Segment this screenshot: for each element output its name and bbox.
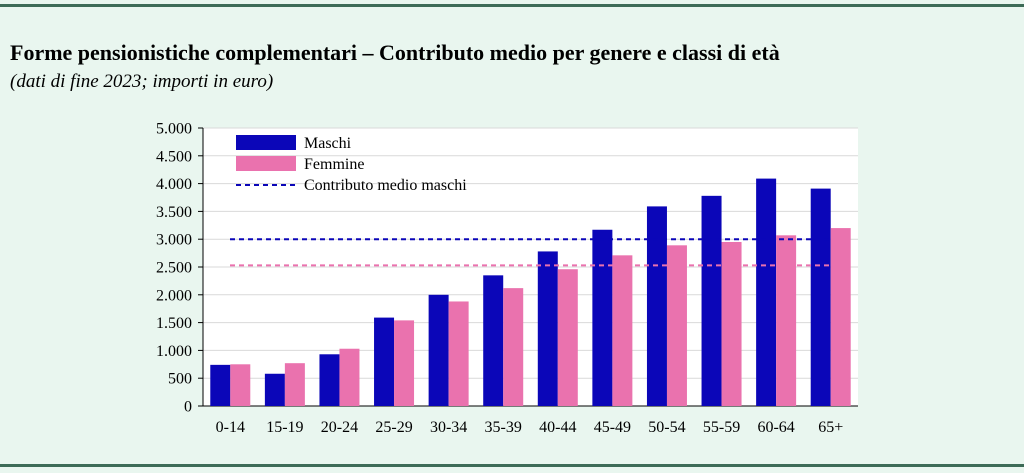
legend-swatch-femmine <box>236 156 296 171</box>
bar-maschi <box>701 195 722 406</box>
y-tick-label: 3.000 <box>156 232 192 249</box>
legend-label-femmine: Femmine <box>304 156 364 173</box>
bar-maschi <box>483 275 504 406</box>
bar-maschi <box>810 188 831 406</box>
bar-femmine <box>776 235 797 406</box>
x-tick-label: 35-39 <box>485 419 522 436</box>
y-tick-label: 500 <box>168 371 192 388</box>
bar-femmine <box>557 269 578 406</box>
y-tick-label: 4.000 <box>156 176 192 193</box>
bar-maschi <box>537 251 558 406</box>
y-tick-label: 0 <box>184 399 192 416</box>
bar-maschi <box>428 294 449 406</box>
x-tick-label: 15-19 <box>266 419 303 436</box>
bar-maschi <box>592 229 613 406</box>
x-tick-label: 60-64 <box>757 419 794 436</box>
bar-maschi <box>374 317 395 406</box>
legend-label-avg-maschi: Contributo medio maschi <box>304 177 467 194</box>
x-tick-label: 45-49 <box>594 419 631 436</box>
bar-maschi <box>264 373 285 406</box>
y-tick-label: 1.000 <box>156 343 192 360</box>
bar-femmine <box>830 228 851 406</box>
x-tick-label: 65+ <box>818 419 843 436</box>
legend-swatch-maschi <box>236 135 296 150</box>
bar-maschi <box>319 354 340 406</box>
bottom-rule <box>0 464 1024 467</box>
bar-maschi <box>210 364 231 406</box>
x-tick-label: 55-59 <box>703 419 740 436</box>
bar-femmine <box>612 255 633 406</box>
y-tick-label: 4.500 <box>156 148 192 165</box>
y-tick-label: 2.500 <box>156 260 192 277</box>
x-tick-label: 30-34 <box>430 419 467 436</box>
y-tick-label: 2.000 <box>156 287 192 304</box>
bar-femmine <box>284 363 305 406</box>
bar-femmine <box>394 320 415 406</box>
x-tick-label: 25-29 <box>375 419 412 436</box>
legend-label-maschi: Maschi <box>304 135 352 152</box>
bar-femmine <box>503 288 524 406</box>
bar-maschi <box>756 178 777 406</box>
x-tick-label: 0-14 <box>216 419 245 436</box>
bar-maschi <box>646 206 667 406</box>
top-rule <box>0 4 1024 7</box>
x-tick-label: 20-24 <box>321 419 358 436</box>
bar-femmine <box>666 245 687 406</box>
y-tick-label: 3.500 <box>156 204 192 221</box>
x-tick-label: 50-54 <box>648 419 685 436</box>
chart-title: Forme pensionistiche complementari – Con… <box>10 40 780 65</box>
bar-femmine <box>448 301 469 406</box>
y-tick-label: 5.000 <box>156 121 192 138</box>
x-tick-label: 40-44 <box>539 419 576 436</box>
y-tick-label: 1.500 <box>156 315 192 332</box>
bar-femmine <box>230 364 251 406</box>
bar-femmine <box>339 348 360 406</box>
bar-femmine <box>721 241 742 406</box>
chart-subtitle: (dati di fine 2023; importi in euro) <box>10 71 274 92</box>
